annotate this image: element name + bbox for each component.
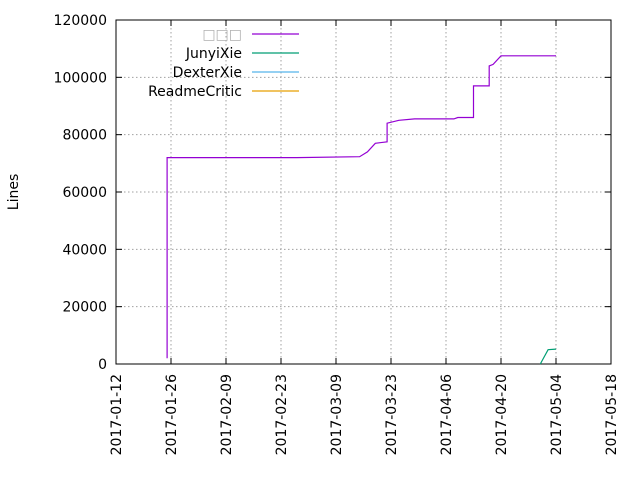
x-tick-label: 2017-03-09: [329, 374, 345, 455]
legend-label: ReadmeCritic: [148, 84, 242, 100]
legend: □□□ JunyiXie DexterXie ReadmeCritic: [148, 27, 299, 100]
legend-label: DexterXie: [173, 65, 242, 81]
axis-ticks: 0 20000 40000 60000 80000 100000 120000 2017-01…: [54, 13, 620, 455]
y-tick-label: 60000: [62, 185, 107, 201]
x-tick-label: 2017-03-23: [384, 374, 400, 455]
legend-label: □□□: [202, 27, 242, 43]
x-tick-label: 2017-02-09: [219, 374, 235, 455]
y-tick-label: 100000: [54, 70, 107, 86]
x-tick-label: 2017-01-26: [164, 374, 180, 455]
y-tick-label: 20000: [62, 300, 107, 316]
x-tick-label: 2017-01-12: [109, 374, 125, 455]
x-tick-label: 2017-04-06: [439, 374, 455, 455]
x-tick-label: 2017-05-04: [549, 374, 565, 455]
legend-label: JunyiXie: [185, 46, 242, 62]
y-tick-label: 0: [98, 357, 107, 373]
series-line: [539, 348, 557, 365]
y-tick-label: 120000: [54, 13, 107, 29]
y-axis-label: Lines: [6, 174, 22, 210]
y-tick-label: 40000: [62, 242, 107, 258]
x-tick-label: 2017-05-18: [604, 374, 620, 455]
x-tick-label: 2017-04-20: [494, 374, 510, 455]
x-tick-label: 2017-02-23: [274, 374, 290, 455]
y-tick-label: 80000: [62, 128, 107, 144]
series-line: [166, 55, 556, 359]
series-lines: [166, 55, 557, 365]
